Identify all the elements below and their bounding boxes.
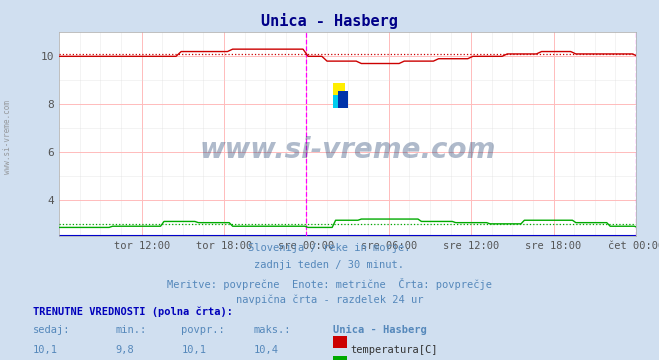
Text: min.:: min.:	[115, 325, 146, 336]
Text: Meritve: povprečne  Enote: metrične  Črta: povprečje: Meritve: povprečne Enote: metrične Črta:…	[167, 278, 492, 289]
Text: temperatura[C]: temperatura[C]	[350, 345, 438, 355]
Bar	[333, 83, 345, 108]
Text: maks.:: maks.:	[254, 325, 291, 336]
Text: 10,1: 10,1	[33, 345, 58, 355]
Text: 9,8: 9,8	[115, 345, 134, 355]
Text: Slovenija / reke in morje.: Slovenija / reke in morje.	[248, 243, 411, 253]
Text: www.si-vreme.com: www.si-vreme.com	[200, 136, 496, 165]
Text: sedaj:: sedaj:	[33, 325, 71, 336]
Text: 10,4: 10,4	[254, 345, 279, 355]
Text: www.si-vreme.com: www.si-vreme.com	[3, 100, 13, 174]
Bar	[333, 95, 345, 108]
Text: zadnji teden / 30 minut.: zadnji teden / 30 minut.	[254, 260, 405, 270]
Text: povpr.:: povpr.:	[181, 325, 225, 336]
Text: Unica - Hasberg: Unica - Hasberg	[261, 13, 398, 28]
Text: TRENUTNE VREDNOSTI (polna črta):: TRENUTNE VREDNOSTI (polna črta):	[33, 307, 233, 317]
Text: 10,1: 10,1	[181, 345, 206, 355]
Text: Unica - Hasberg: Unica - Hasberg	[333, 325, 426, 336]
Text: navpična črta - razdelek 24 ur: navpična črta - razdelek 24 ur	[236, 295, 423, 305]
Bar	[338, 91, 349, 108]
